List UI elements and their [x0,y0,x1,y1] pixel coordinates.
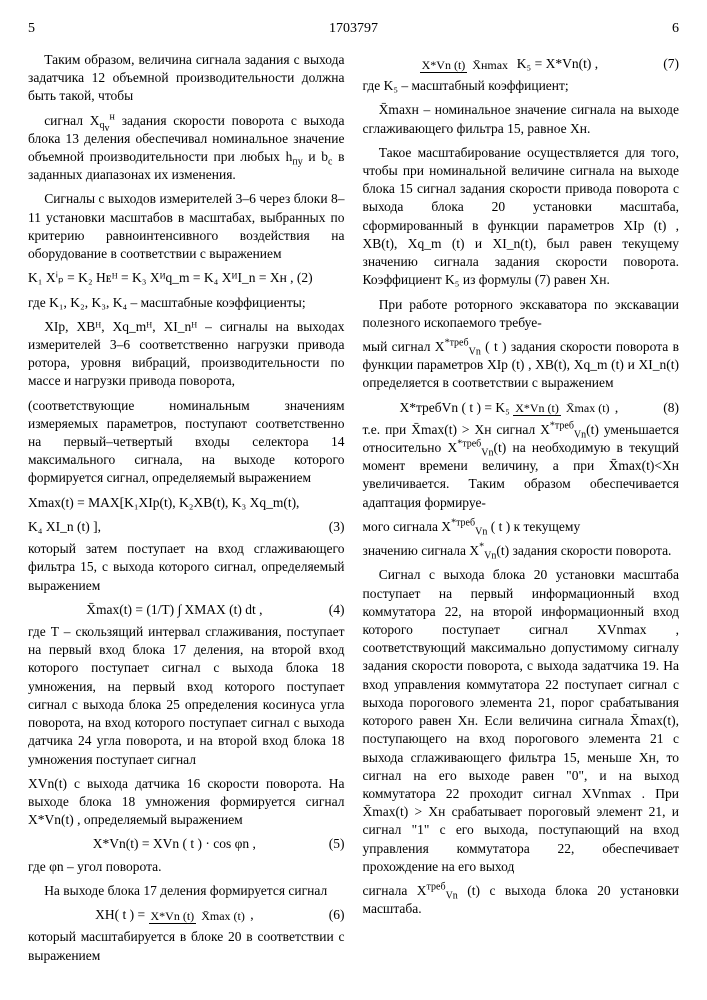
para: Сигналы с выходов измерителей 3–6 через … [28,190,345,263]
para: X̄maxн – номинальное значение сигнала на… [363,101,680,137]
right-column: X*Vn (t) X̄нmax K₅ = X*Vn(t) , (7) где K… [363,51,680,971]
para: XIp, XBᴴ, Xq_mᴴ, XI_nᴴ – сигналы на выхо… [28,318,345,391]
para: мого сигнала X*требVn ( t ) к текущему [363,518,680,536]
formula-5: X*Vn(t) = XVn ( t ) · cos φn , (5) [28,835,345,853]
formula-7: X*Vn (t) X̄нmax K₅ = X*Vn(t) , (7) [363,55,680,73]
para: мый сигнал X*требVn ( t ) задания скорос… [363,338,680,393]
formula-4: X̄max(t) = (1/T) ∫ XMAX (t) dt , (4) [28,601,345,619]
page-num-left: 5 [28,20,35,39]
para: сигнала XтребVn (t) с выхода блока 20 ус… [363,882,680,918]
formula-2: K₁ Xⁱₚ = K₂ Hᴇᴴ = K₃ Xᴻq_m = K₄ XᴻI_n = … [28,269,345,287]
para: сигнал Xqvн задания скорости поворота с … [28,112,345,185]
patent-number: 1703797 [35,20,672,39]
para: где φn – угол поворота. [28,858,345,876]
para: При работе роторного экскаватора по экск… [363,296,680,332]
formula-3b: K₄ XI_n (t) ], (3) [28,518,345,536]
para: На выходе блока 17 деления формируется с… [28,882,345,900]
para: (соответствующие номинальным значениям и… [28,397,345,488]
page-header: 5 1703797 6 [28,20,679,39]
formula-6: XH( t ) = X*Vn (t) X̄max (t) , (6) [28,906,345,924]
para: Таким образом, величина сигнала задания … [28,51,345,106]
para: который затем поступает на вход сглажива… [28,540,345,595]
para: значению сигнала X*Vn(t) задания скорост… [363,542,680,560]
para: который масштабируется в блоке 20 в соот… [28,928,345,964]
formula-8: X*требVn ( t ) = K₅ X*Vn (t) X̄max (t) ,… [363,399,680,417]
para: т.е. при X̄max(t) > Xн сигнал X*требVn(t… [363,421,680,512]
para: где T – скользящий интервал сглаживания,… [28,623,345,769]
para: XVn(t) с выхода датчика 16 скорости пово… [28,775,345,830]
para: где K₅ – масштабный коэффициент; [363,77,680,95]
para: Такое масштабирование осуществляется для… [363,144,680,290]
content-columns: Таким образом, величина сигнала задания … [28,51,679,971]
formula-3a: Xmax(t) = MAX[K₁XIp(t), K₂XB(t), K₃ Xq_m… [28,494,345,512]
para: где K₁, K₂, K₃, K₄ – масштабные коэффици… [28,294,345,312]
para: Сигнал с выхода блока 20 установки масшт… [363,566,680,876]
left-column: Таким образом, величина сигнала задания … [28,51,345,971]
page-num-right: 6 [672,20,679,39]
